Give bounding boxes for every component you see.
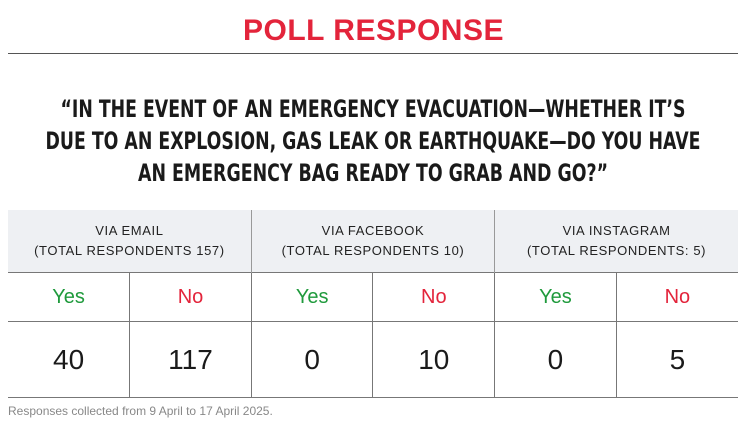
answer-label: Yes [8, 272, 130, 322]
answer-label: No [129, 272, 252, 322]
header-row: VIA EMAIL (TOTAL RESPONDENTS 157) VIA FACE… [8, 210, 738, 273]
group-header: VIA EMAIL (TOTAL RESPONDENTS 157) [8, 210, 252, 273]
answer-label: No [615, 272, 738, 322]
divider [8, 53, 738, 54]
group-header: VIA INSTAGRAM (TOTAL RESPONDENTS: 5) [494, 210, 738, 273]
question-line: AN EMERGENCY BAG READY TO GRAB AND GO?” [138, 159, 608, 187]
title: POLL RESPONSE [242, 14, 504, 47]
answer-label: No [372, 272, 495, 322]
results-table: VIA EMAIL (TOTAL RESPONDENTS 157) VIA FACE… [8, 210, 738, 398]
channel: VIA EMAIL [95, 223, 164, 238]
channel: VIA INSTAGRAM [562, 223, 671, 238]
answer-label: Yes [494, 272, 617, 322]
total: (TOTAL RESPONDENTS 157) [34, 243, 225, 258]
question-line: “IN THE EVENT OF AN EMERGENCY EVACUATION… [61, 95, 686, 123]
question: “IN THE EVENT OF AN EMERGENCY EVACUATION… [46, 95, 701, 187]
answer-count: 0 [250, 321, 373, 398]
answer-count: 117 [129, 321, 252, 398]
answer-count: 0 [494, 321, 617, 398]
answer-row: Yes No Yes No Yes No [8, 272, 738, 322]
answer-count: 40 [8, 321, 130, 398]
question-line: DUE TO AN EXPLOSION, GAS LEAK OR EARTHQU… [46, 127, 701, 155]
answer-label: Yes [250, 272, 373, 322]
total: (TOTAL RESPONDENTS 10) [281, 243, 465, 258]
count-row: 40 117 0 10 0 5 [8, 321, 738, 398]
total: (TOTAL RESPONDENTS: 5) [527, 243, 707, 258]
channel: VIA FACEBOOK [321, 223, 425, 238]
answer-count: 5 [615, 321, 738, 398]
footnote: Responses collected from 9 April to 17 A… [8, 404, 273, 418]
answer-count: 10 [372, 321, 495, 398]
group-header: VIA FACEBOOK (TOTAL RESPONDENTS 10) [250, 210, 495, 273]
